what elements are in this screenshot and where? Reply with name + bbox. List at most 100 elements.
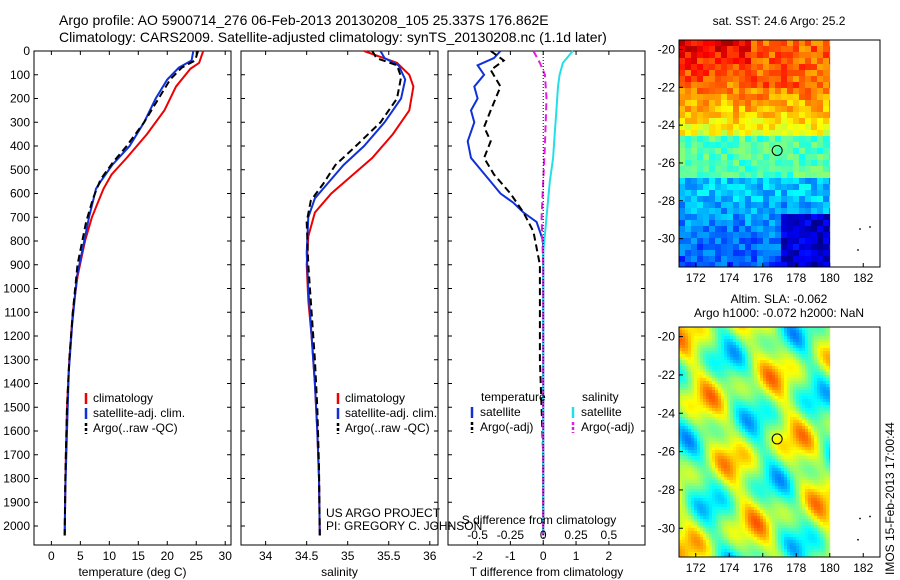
map-cell: [742, 351, 746, 355]
map-cell: [787, 100, 794, 107]
map-cell: [715, 58, 722, 65]
map-cell: [718, 450, 722, 454]
map-cell: [763, 214, 770, 221]
map-cell: [820, 447, 824, 451]
map-cell: [808, 456, 812, 460]
map-cell: [784, 471, 788, 475]
map-cell: [715, 178, 722, 185]
map-cell: [811, 112, 818, 119]
map-cell: [694, 438, 698, 442]
map-cell: [742, 396, 746, 400]
map-cell: [772, 411, 776, 415]
map-cell: [760, 372, 764, 376]
map-cell: [799, 351, 803, 355]
map-cell: [817, 226, 824, 233]
map-cell: [772, 435, 776, 439]
map-cell: [778, 393, 782, 397]
map-cell: [739, 465, 743, 469]
map-cell: [829, 375, 831, 379]
map-cell: [805, 172, 812, 179]
map-cell: [682, 441, 686, 445]
map-cell: [679, 220, 686, 227]
map-cell: [706, 465, 710, 469]
map-cell: [778, 507, 782, 511]
map-cell: [697, 130, 704, 137]
map-cell: [763, 465, 767, 469]
map-cell: [826, 534, 830, 538]
map-cell: [724, 348, 728, 352]
map-cell: [748, 429, 752, 433]
map-cell: [802, 489, 806, 493]
map-cell: [691, 519, 695, 523]
map-cell: [751, 336, 755, 340]
map-cell: [697, 444, 701, 448]
map-cell: [718, 423, 722, 427]
map-cell: [820, 408, 824, 412]
map-cell: [736, 393, 740, 397]
map-cell: [802, 423, 806, 427]
map-cell: [745, 190, 752, 197]
map-cell: [766, 525, 770, 529]
map-cell: [793, 190, 800, 197]
map-cell: [721, 510, 725, 514]
map-cell: [817, 118, 824, 125]
map-cell: [808, 492, 812, 496]
map-cell: [757, 498, 761, 502]
map-cell: [778, 456, 782, 460]
map-cell: [733, 226, 740, 233]
map-cell: [781, 462, 785, 466]
map-cell: [778, 483, 782, 487]
map-cell: [754, 360, 758, 364]
map-cell: [796, 513, 800, 517]
map-cell: [703, 357, 707, 361]
map-cell: [769, 345, 773, 349]
map-cell: [775, 423, 779, 427]
map-cell: [772, 543, 776, 547]
map-cell: [787, 426, 791, 430]
map-cell: [742, 492, 746, 496]
map-cell: [703, 58, 710, 65]
map-cell: [727, 480, 731, 484]
map-cell: [679, 537, 683, 541]
map-cell: [754, 528, 758, 532]
map-cell: [763, 354, 767, 358]
map-cell: [679, 417, 683, 421]
map-cell: [787, 447, 791, 451]
map-cell: [718, 378, 722, 382]
map-cell: [826, 537, 830, 541]
map-cell: [685, 453, 689, 457]
map-cell: [685, 519, 689, 523]
map-cell: [778, 429, 782, 433]
map-cell: [817, 444, 821, 448]
map-cell: [730, 519, 734, 523]
map-cell: [808, 402, 812, 406]
map-cell: [799, 477, 803, 481]
map-cell: [784, 345, 788, 349]
map-cell: [796, 333, 800, 337]
map-cell: [706, 444, 710, 448]
y-tick-label: -30: [658, 232, 676, 246]
map-cell: [814, 333, 818, 337]
map-cell: [769, 70, 776, 77]
map-cell: [736, 339, 740, 343]
map-cell: [802, 351, 806, 355]
map-cell: [808, 345, 812, 349]
map-cell: [799, 220, 806, 227]
map-cell: [814, 492, 818, 496]
map-cell: [778, 513, 782, 517]
map-cell: [805, 528, 809, 532]
map-cell: [769, 423, 773, 427]
map-cell: [784, 339, 788, 343]
map-cell: [697, 172, 704, 179]
map-cell: [679, 130, 686, 137]
map-cell: [745, 76, 752, 83]
map-cell: [748, 363, 752, 367]
map-cell: [811, 483, 815, 487]
map-cell: [793, 453, 797, 457]
map-cell: [826, 525, 830, 529]
map-cell: [715, 46, 722, 53]
map-cell: [709, 112, 716, 119]
map-cell: [745, 480, 749, 484]
map-cell: [727, 196, 734, 203]
map-cell: [808, 384, 812, 388]
